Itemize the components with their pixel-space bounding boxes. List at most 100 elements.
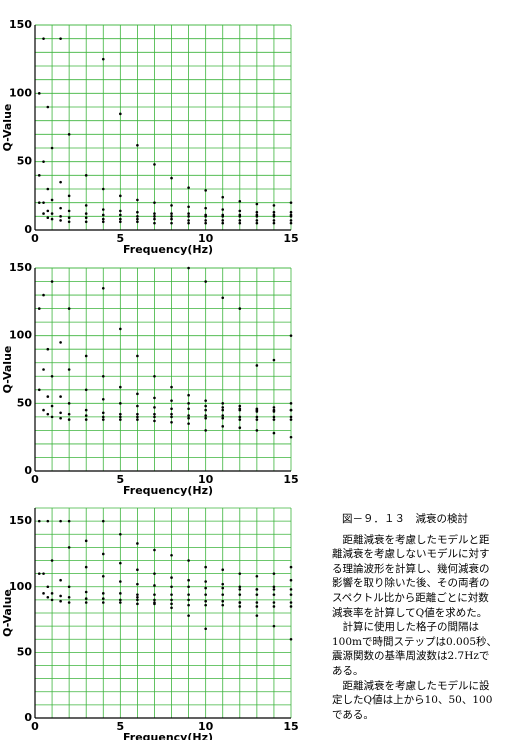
data-point (50, 374, 54, 378)
data-point (136, 542, 139, 545)
data-point (84, 601, 88, 604)
data-point (101, 418, 105, 421)
data-point (101, 415, 105, 419)
data-point (136, 210, 139, 214)
data-point (59, 37, 62, 40)
data-point (50, 212, 54, 215)
data-point (59, 341, 62, 344)
data-point (289, 593, 293, 596)
y-tick-label: 50 (17, 155, 33, 168)
y-axis-label: Q-Value (1, 104, 14, 152)
data-point (50, 146, 54, 150)
data-point (272, 210, 276, 214)
data-point (289, 578, 293, 582)
data-point (119, 217, 122, 221)
data-point (289, 215, 293, 218)
data-point (170, 176, 173, 180)
data-point (46, 209, 50, 213)
data-point (238, 221, 242, 225)
data-point (153, 396, 156, 400)
data-point (272, 406, 276, 409)
y-axis-label: Q-Value (1, 346, 14, 394)
data-point (153, 212, 156, 215)
data-point (101, 592, 105, 595)
data-point (170, 385, 173, 389)
data-point (170, 412, 173, 416)
data-point (42, 212, 45, 215)
data-point (42, 408, 45, 412)
x-tick-label: 5 (117, 473, 125, 486)
data-point (59, 206, 62, 210)
data-point (255, 215, 259, 218)
data-point (289, 435, 293, 439)
data-point (136, 582, 139, 586)
data-point (153, 215, 156, 218)
data-point (119, 385, 122, 389)
data-point (187, 422, 190, 425)
data-point (170, 598, 173, 602)
data-point (204, 603, 207, 607)
data-point (136, 598, 139, 602)
data-point (255, 601, 259, 604)
data-point (46, 395, 50, 398)
x-axis-label: Frequency(Hz) (123, 484, 213, 497)
x-tick-label: 5 (117, 720, 125, 733)
x-tick-label: 10 (198, 720, 214, 733)
data-point (221, 219, 225, 222)
data-point (67, 412, 71, 416)
data-point (119, 598, 122, 602)
data-point (84, 354, 88, 358)
data-point (101, 411, 105, 415)
data-point (37, 572, 41, 575)
data-point (153, 548, 156, 552)
data-point (238, 209, 242, 213)
data-point (272, 431, 276, 435)
data-point (84, 418, 88, 421)
data-point (187, 559, 190, 562)
data-point (119, 532, 122, 536)
data-point (59, 519, 62, 523)
data-point (238, 605, 242, 608)
caption-title: 図－９．１３ 減衰の検討 (342, 513, 468, 525)
data-point (67, 220, 71, 224)
data-point (170, 221, 173, 225)
x-tick-label: 0 (31, 473, 39, 486)
x-tick-label: 15 (283, 473, 298, 486)
data-point (119, 415, 122, 419)
data-point (101, 220, 105, 224)
caption-line: 減衰率を計算してQ値を求めた。 (332, 606, 488, 619)
data-point (221, 402, 225, 405)
data-point (119, 213, 122, 217)
data-point (42, 160, 45, 163)
data-point (153, 584, 156, 587)
data-point (272, 358, 276, 362)
data-point (289, 219, 293, 222)
data-point (153, 221, 156, 225)
data-point (238, 200, 242, 203)
data-point (289, 334, 293, 337)
data-point (255, 202, 259, 206)
caption-line: ある。 (332, 664, 364, 677)
y-tick-label: 50 (17, 645, 33, 658)
data-point (153, 415, 156, 419)
data-point (170, 399, 173, 402)
data-point (84, 539, 88, 543)
data-point (187, 215, 190, 218)
data-point (153, 217, 156, 221)
data-point (204, 221, 207, 225)
data-point (289, 201, 293, 204)
data-point (119, 209, 122, 213)
caption-line: である。 (332, 708, 374, 721)
caption-line: 計算に使用した格子の間隔は (332, 621, 479, 634)
y-tick-label: 0 (24, 464, 32, 477)
data-point (119, 418, 122, 421)
data-point (289, 637, 293, 641)
caption-line: 離減衰を考慮しないモデルに対す (332, 548, 490, 561)
data-point (153, 163, 156, 166)
caption-line: 震源関数の基準周波数は2.7Hzで (332, 650, 490, 663)
data-point (37, 174, 41, 177)
data-point (37, 388, 41, 392)
data-point (221, 414, 225, 417)
data-point (84, 590, 88, 594)
data-point (46, 216, 50, 219)
